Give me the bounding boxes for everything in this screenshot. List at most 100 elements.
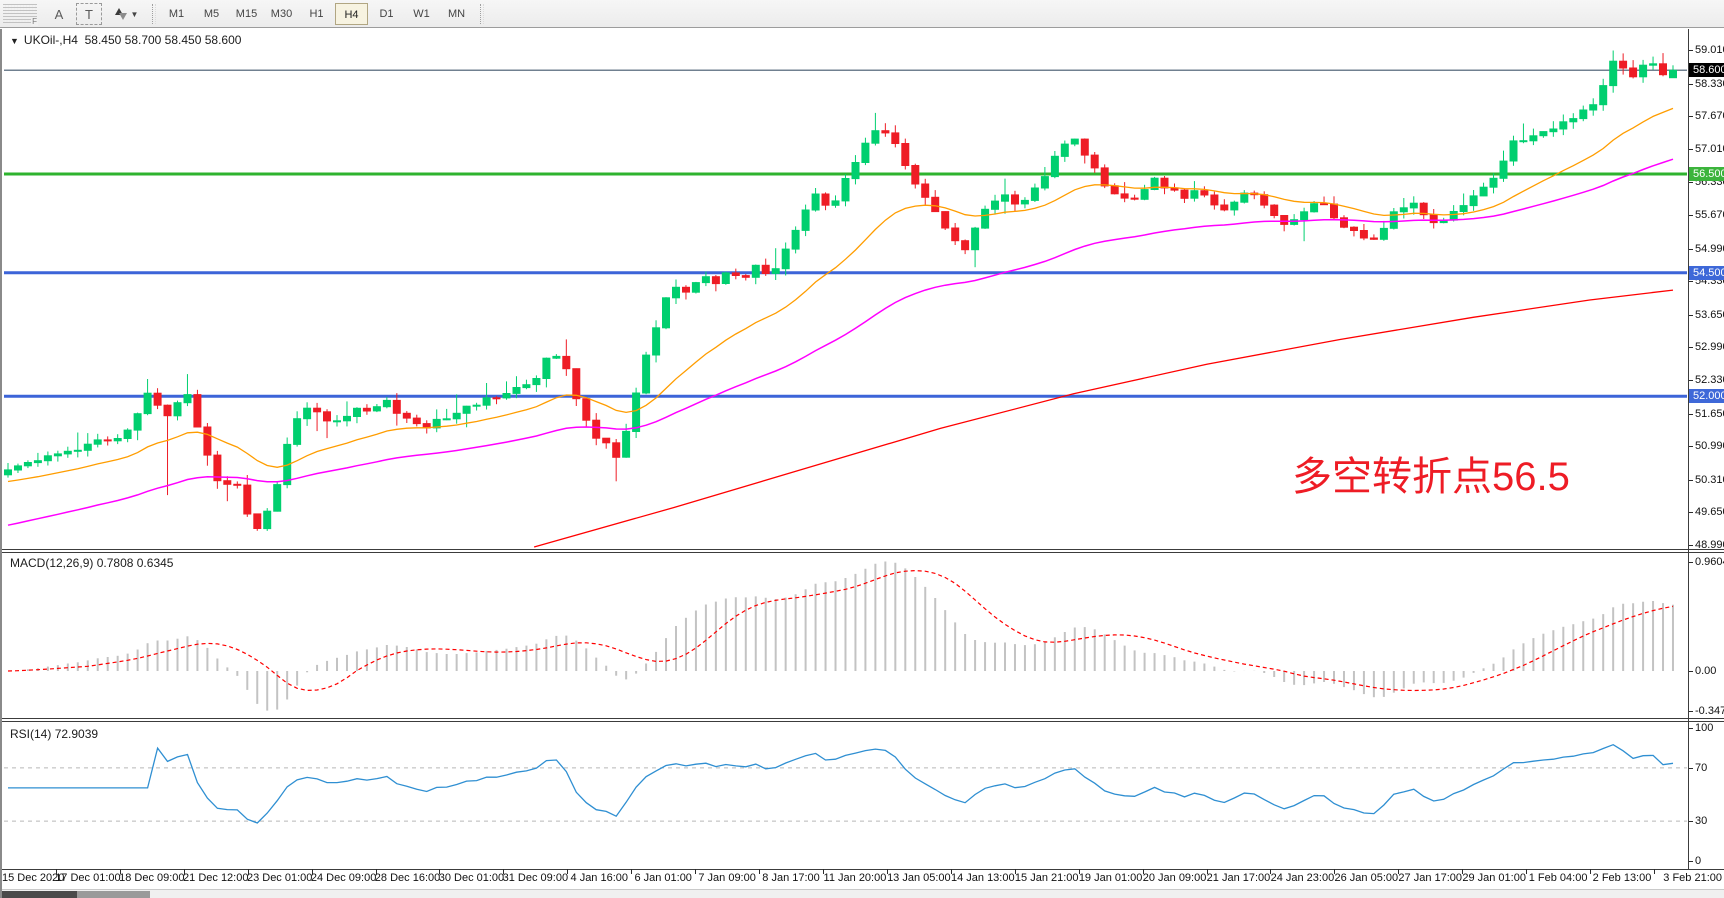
time-axis-label: 17 Dec 01:00 xyxy=(55,872,121,884)
panel-splitter xyxy=(0,721,1724,722)
time-axis-tick xyxy=(312,869,313,874)
price-tick xyxy=(1689,281,1693,282)
time-axis-tick xyxy=(887,869,888,874)
time-axis-tick xyxy=(1334,869,1335,874)
macd-tick-label: 0.9604 xyxy=(1695,556,1724,568)
time-axis-label: 3 Feb 21:00 xyxy=(1663,872,1722,884)
time-axis-tick xyxy=(1462,869,1463,874)
chart-annotation: 多空转折点56.5 xyxy=(1292,455,1570,499)
text-button[interactable]: T xyxy=(76,3,102,25)
toolbar: F A T ▼ M1 M5 M15 M30 H1 H4 D1 W1 MN xyxy=(0,0,1724,28)
time-axis-tick xyxy=(1207,869,1208,874)
timeframe-button-mn[interactable]: MN xyxy=(447,8,466,20)
price-tick xyxy=(1689,116,1693,117)
panel-splitter xyxy=(0,552,1724,553)
time-axis-label: 11 Jan 20:00 xyxy=(823,872,887,884)
scrollbar-thumb[interactable] xyxy=(0,891,77,898)
timeframe-button-m30[interactable]: M30 xyxy=(270,8,293,20)
time-axis-label: 21 Dec 12:00 xyxy=(183,872,249,884)
price-level-badge: 56.500 xyxy=(1689,167,1724,181)
macd-label: MACD(12,26,9) 0.7808 0.6345 xyxy=(10,556,173,570)
chevron-down-icon[interactable]: ▼ xyxy=(10,36,19,46)
symbol-title[interactable]: ▼ UKOil-,H4 58.450 58.700 58.450 58.600 xyxy=(10,33,241,47)
timeframe-button-h4[interactable]: H4 xyxy=(335,3,368,25)
price-tick xyxy=(1689,182,1693,183)
time-axis-label: 24 Dec 09:00 xyxy=(310,872,377,884)
time-axis-label: 8 Jan 17:00 xyxy=(762,872,820,884)
price-tick xyxy=(1689,215,1693,216)
price-tick-label: 51.650 xyxy=(1695,408,1724,420)
time-axis-label: 13 Jan 05:00 xyxy=(887,872,951,884)
time-axis-label: 28 Dec 16:00 xyxy=(374,872,441,884)
time-axis-tick xyxy=(1398,869,1399,874)
rsi-tick xyxy=(1689,861,1693,862)
timeframe-button-h1[interactable]: H1 xyxy=(309,8,324,20)
timeframe-button-m1[interactable]: M1 xyxy=(168,8,185,20)
price-tick-label: 58.330 xyxy=(1695,78,1724,90)
time-axis-label: 20 Jan 09:00 xyxy=(1142,872,1207,884)
time-axis-tick xyxy=(951,869,952,874)
price-axis-border xyxy=(1688,29,1689,869)
time-axis-label: 14 Jan 13:00 xyxy=(950,872,1015,884)
time-axis-tick xyxy=(376,869,377,874)
macd-tick xyxy=(1689,562,1693,563)
arrows-dropdown-button[interactable]: ▼ xyxy=(106,3,146,25)
macd-tick xyxy=(1689,711,1693,712)
window-border xyxy=(0,29,2,898)
time-axis-label: 1 Feb 04:00 xyxy=(1528,872,1588,884)
timeframe-button-w1[interactable]: W1 xyxy=(413,8,430,20)
rsi-name: RSI(14) xyxy=(10,727,52,741)
time-axis-label: 2 Feb 13:00 xyxy=(1592,872,1652,884)
macd-tick xyxy=(1689,671,1693,672)
time-axis-tick xyxy=(759,869,760,874)
time-axis-tick xyxy=(1590,869,1591,874)
time-axis-tick xyxy=(1654,869,1655,874)
horizontal-scrollbar[interactable] xyxy=(0,889,1724,898)
time-axis-label: 27 Jan 17:00 xyxy=(1398,872,1463,884)
price-tick xyxy=(1689,480,1693,481)
price-tick-label: 50.990 xyxy=(1695,440,1724,452)
price-level-badge: 58.600 xyxy=(1689,63,1724,77)
price-tick-label: 53.650 xyxy=(1695,309,1724,321)
time-axis-tick xyxy=(1015,869,1016,874)
time-axis-label: 4 Jan 16:00 xyxy=(570,872,629,884)
timeframe-button-m15[interactable]: M15 xyxy=(235,8,258,20)
rsi-value: 72.9039 xyxy=(54,727,99,741)
time-axis-tick xyxy=(1143,869,1144,874)
time-axis-tick xyxy=(823,869,824,874)
toolbar-grip[interactable]: F xyxy=(3,4,38,26)
timeframe-button-m5[interactable]: M5 xyxy=(203,8,220,20)
time-axis-label: 26 Jan 05:00 xyxy=(1334,872,1399,884)
time-axis-label: 6 Jan 01:00 xyxy=(634,872,692,884)
time-axis-label: 31 Dec 09:00 xyxy=(502,872,569,884)
price-tick xyxy=(1689,149,1693,150)
price-level-badge: 54.500 xyxy=(1689,266,1724,280)
time-axis-label: 19 Jan 01:00 xyxy=(1078,872,1143,884)
price-tick xyxy=(1689,446,1693,447)
text-label-button[interactable]: A xyxy=(54,6,64,22)
arrows-icon xyxy=(114,7,128,21)
time-axis-tick xyxy=(1526,869,1527,874)
time-axis-tick xyxy=(56,869,57,874)
time-axis-tick xyxy=(567,869,568,874)
time-axis-tick xyxy=(1270,869,1271,874)
price-tick-label: 52.990 xyxy=(1695,341,1724,353)
panel-splitter[interactable] xyxy=(0,718,1724,719)
timeframe-button-d1[interactable]: D1 xyxy=(379,8,394,20)
time-axis-label: 23 Dec 01:00 xyxy=(246,872,313,884)
time-axis-tick xyxy=(184,869,185,874)
price-tick-label: 55.670 xyxy=(1695,209,1724,221)
time-axis-label: 18 Dec 09:00 xyxy=(119,872,185,884)
time-axis-border xyxy=(0,869,1724,870)
rsi-tick-label: 70 xyxy=(1695,762,1708,774)
rsi-tick-label: 100 xyxy=(1695,722,1714,734)
price-tick-label: 52.330 xyxy=(1695,374,1724,386)
panel-splitter[interactable] xyxy=(0,549,1724,550)
price-tick xyxy=(1689,315,1693,316)
ohlc-readout: 58.450 58.700 58.450 58.600 xyxy=(84,33,242,47)
time-axis-tick xyxy=(631,869,632,874)
time-axis-tick xyxy=(248,869,249,874)
time-axis-tick xyxy=(503,869,504,874)
